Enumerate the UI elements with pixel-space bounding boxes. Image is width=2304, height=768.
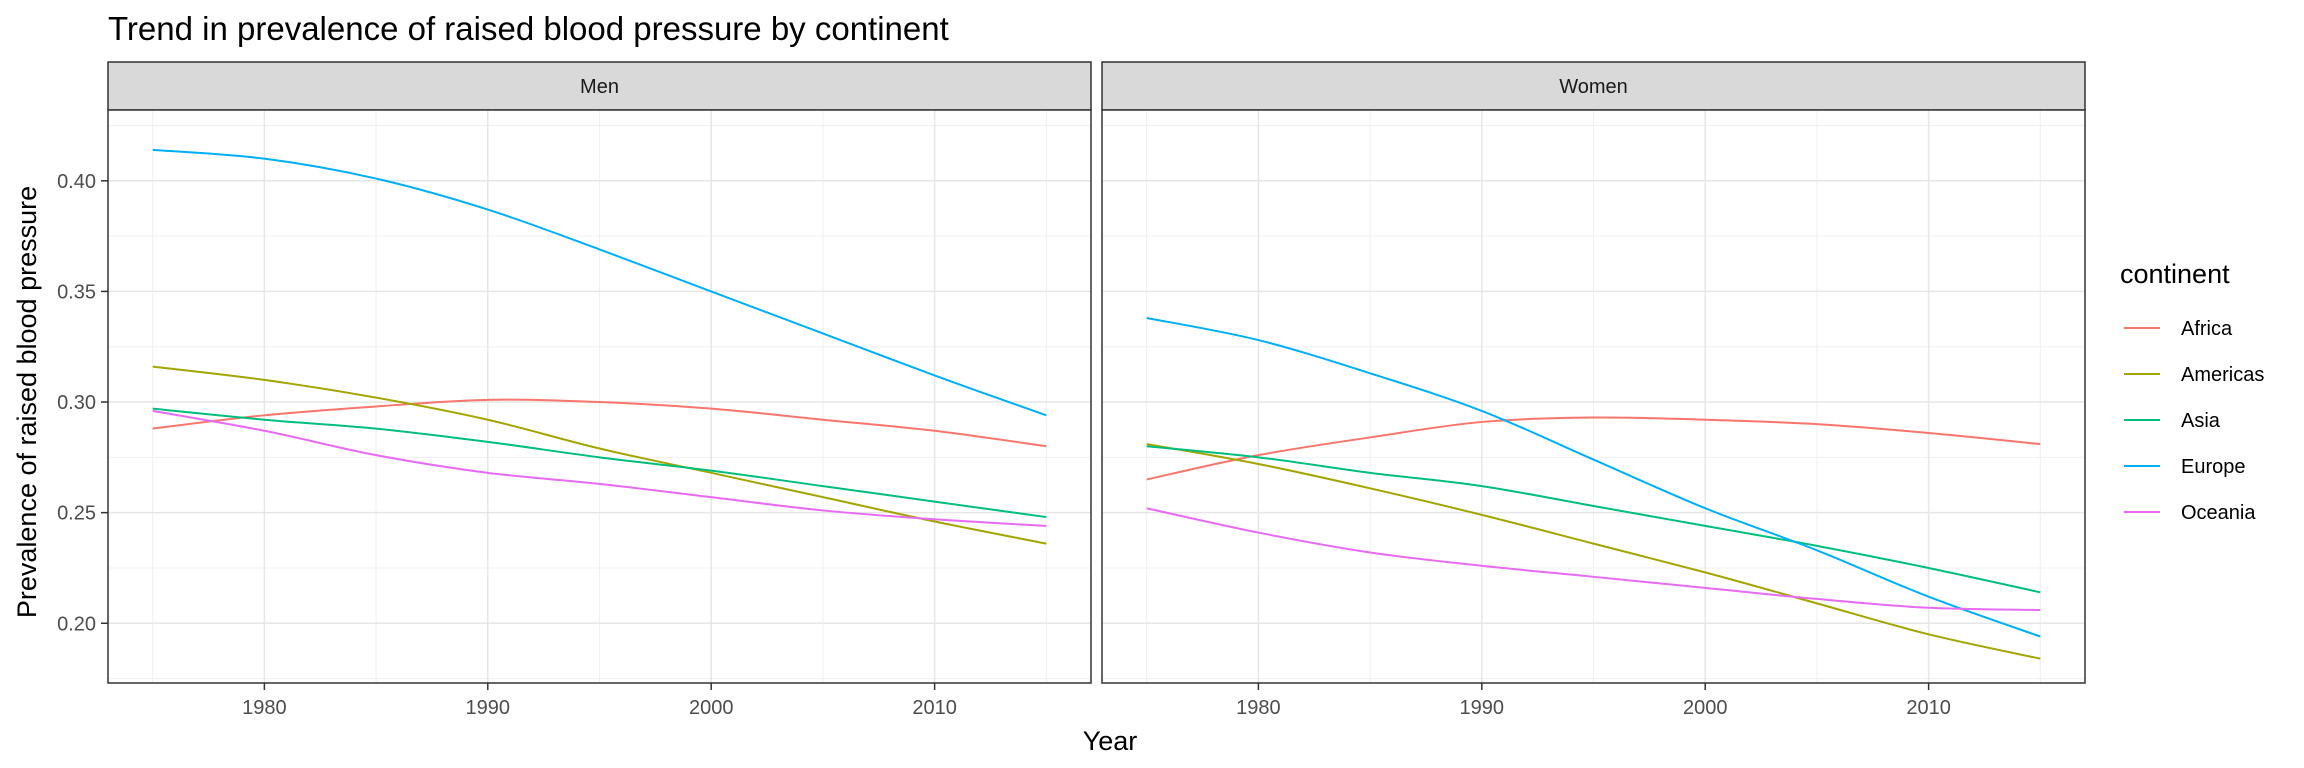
series-line-men-asia [152, 407, 1047, 519]
series-line-men-oceania [152, 409, 1047, 527]
legend-label-asia: Asia [2181, 410, 2221, 432]
strip-label-women: Women [1559, 76, 1628, 98]
chart-title: Trend in prevalence of raised blood pres… [108, 10, 949, 47]
grid-women [1102, 110, 2085, 683]
x-tick-label: 1990 [466, 697, 511, 719]
panel-men: Men 1980 1990 2000 2010 0.20 0.25 0.30 0.35 0.40 [57, 61, 1092, 719]
legend-items: Africa Americas Asia Europe Oceania [2124, 318, 2264, 524]
legend-label-europe: Europe [2181, 456, 2246, 478]
series-line-men-africa [152, 398, 1047, 448]
legend-title: continent [2120, 259, 2230, 289]
series-line-women-americas [1146, 443, 2041, 660]
y-axis-title: Prevalence of raised blood pressure [12, 186, 42, 618]
x-axis-women: 1980 1990 2000 2010 [1236, 683, 1951, 719]
legend-label-africa: Africa [2181, 318, 2233, 340]
y-tick-label: 0.30 [57, 392, 96, 414]
x-tick-label: 1990 [1460, 697, 1505, 719]
panel-women: Women 1980 1990 2000 2010 [1101, 61, 2086, 719]
strip-men [107, 61, 1092, 111]
series-line-women-africa [1146, 416, 2041, 481]
x-tick-label: 2010 [1906, 697, 1951, 719]
grid-men [108, 110, 1091, 683]
legend: continent Africa Americas Asia Europe Oceani… [2120, 259, 2264, 524]
legend-item-europe: Europe [2124, 456, 2246, 478]
axis-titles: Year Prevalence of raised blood pressure [12, 186, 1137, 756]
legend-item-americas: Americas [2124, 364, 2264, 386]
series-line-women-asia [1146, 445, 2041, 594]
legend-item-africa: Africa [2124, 318, 2233, 340]
x-tick-label: 1980 [242, 697, 287, 719]
y-axis: 0.20 0.25 0.30 0.35 0.40 [57, 171, 108, 635]
series-group-men [152, 148, 1047, 545]
strip-label-men: Men [580, 76, 619, 98]
series-line-men-europe [152, 148, 1047, 417]
y-tick-label: 0.25 [57, 503, 96, 525]
legend-item-asia: Asia [2124, 410, 2221, 432]
panel-border-women [1101, 109, 2086, 684]
y-tick-label: 0.40 [57, 171, 96, 193]
legend-item-oceania: Oceania [2124, 502, 2256, 524]
series-line-women-europe [1146, 316, 2041, 638]
y-tick-label: 0.35 [57, 281, 96, 303]
y-tick-label: 0.20 [57, 613, 96, 635]
x-tick-label: 2000 [689, 697, 734, 719]
series-line-men-americas [152, 365, 1047, 545]
panel-border-men [107, 109, 1092, 684]
series-group-women [1146, 316, 2041, 660]
panels: Men 1980 1990 2000 2010 0.20 0.25 0.30 0.35 0.40 W… [57, 61, 2086, 719]
legend-label-oceania: Oceania [2181, 502, 2256, 524]
x-tick-label: 2000 [1683, 697, 1728, 719]
x-axis-title: Year [1083, 726, 1138, 756]
series-line-women-oceania [1146, 507, 2041, 611]
legend-label-americas: Americas [2181, 364, 2264, 386]
x-tick-label: 1980 [1236, 697, 1281, 719]
x-axis-men: 1980 1990 2000 2010 [242, 683, 957, 719]
x-tick-label: 2010 [912, 697, 957, 719]
